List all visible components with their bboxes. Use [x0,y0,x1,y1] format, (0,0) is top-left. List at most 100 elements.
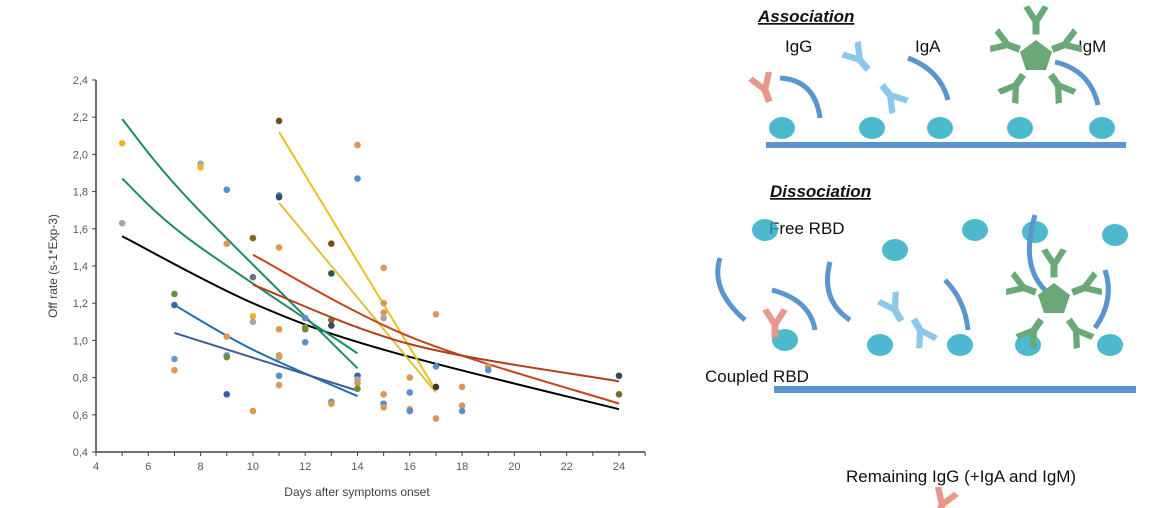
data-point [249,273,257,281]
y-tick-label: 0,8 [73,373,88,385]
data-point [432,311,440,318]
data-point [432,383,440,391]
data-point [301,338,309,346]
y-tick-label: 1,6 [73,224,88,236]
igm-label: IgM [1078,37,1106,56]
fit-line-4 [174,332,358,392]
antibody-icon [1071,271,1102,296]
igm-pentamer-icon [1020,40,1052,70]
antibody-icon [1006,271,1037,296]
rbd-protein-icon [1089,117,1115,139]
y-axis-label: Off rate (s-1*Exp-3) [46,214,60,318]
antibody-icon [1041,248,1067,278]
data-point [301,314,309,322]
data-point [223,353,231,361]
fit-line-3 [173,304,358,398]
data-point [380,404,387,411]
arrow-icon [943,278,971,331]
antibody-icon [879,83,909,115]
arrow-icon [1054,59,1101,106]
x-axis-label: Days after symptoms onset [284,485,430,499]
data-point [354,175,361,182]
rbd-protein-icon [769,117,795,139]
arrow-icon [779,75,823,119]
data-point [249,407,257,415]
antibody-icon [1023,5,1049,35]
data-point [171,301,178,309]
y-tick-label: 1,2 [73,298,88,310]
rbd-protein-icon [947,334,973,356]
x-tick-label: 12 [299,461,311,473]
data-point [458,402,466,409]
rbd-protein-icon [1102,224,1128,246]
data-point [275,325,283,333]
iga-label: IgA [915,37,941,56]
igg-label: IgG [785,37,812,56]
data-point [406,389,414,396]
arrow-icon [1026,214,1047,292]
data-point [328,316,335,324]
data-point [197,164,204,171]
x-tick-label: 14 [351,461,363,473]
rbd-protein-icon [962,219,988,241]
y-tick-label: 1,8 [73,187,88,199]
x-tick-label: 10 [247,461,259,473]
arrow-icon [715,257,747,322]
x-tick-label: 22 [561,461,573,473]
arrow-icon [907,55,951,101]
antibody-icon [990,28,1021,53]
binding-diagram: Association IgG IgA IgM Dissociation Fre… [705,5,1136,508]
y-tick-label: 2,0 [73,149,88,161]
arrow-icon [825,261,852,323]
rbd-protein-icon [1007,117,1033,139]
data-point [328,240,335,247]
data-point [171,366,178,374]
fit-line-8 [252,283,620,383]
x-tick-label: 24 [613,461,625,473]
fit-line-7 [252,253,620,405]
fit-line-2 [121,177,359,355]
fit-line-6 [278,202,437,394]
fit-line-5 [278,131,437,392]
data-point [406,407,414,415]
data-point [380,264,387,272]
data-point [354,141,361,149]
data-point [118,219,126,227]
data-point [432,415,440,422]
arrow-icon [771,287,818,331]
y-tick-label: 1,0 [73,335,88,347]
antibody-icon [841,40,871,72]
data-point [458,407,466,415]
data-point [301,325,309,333]
data-point [275,353,283,361]
remaining-label: Remaining IgG (+IgA and IgM) [846,467,1076,486]
arrow-icon [1092,269,1111,330]
data-point [380,309,387,316]
x-tick-label: 18 [456,461,468,473]
y-tick-label: 1,4 [73,261,88,273]
rbd-protein-icon [1097,334,1123,356]
data-point [171,290,178,298]
antibody-icon [748,72,773,103]
data-point [249,234,257,242]
data-point [380,314,387,322]
data-point [249,318,257,326]
data-point [223,240,231,247]
data-point [275,117,283,125]
x-tick-label: 20 [508,461,520,473]
dissociation-title: Dissociation [770,182,871,201]
rbd-protein-icon [927,117,953,139]
off-rate-chart: 4 6 8 10 12 14 16 18 20 22 24 0,4 0,6 0,8 1,0 1,2 1,4 1,6… [46,75,646,499]
fit-lines [121,118,620,411]
data-point [171,355,178,363]
data-point [223,391,231,398]
antibody-icon [1015,317,1045,349]
coupled-label: Coupled RBD [705,367,809,386]
rbd-protein-icon [882,239,908,261]
y-tick-label: 0,4 [73,447,88,459]
data-point [484,366,492,374]
antibody-icon [1051,28,1082,53]
sensor-surface-top [766,142,1126,148]
data-point [223,333,231,340]
